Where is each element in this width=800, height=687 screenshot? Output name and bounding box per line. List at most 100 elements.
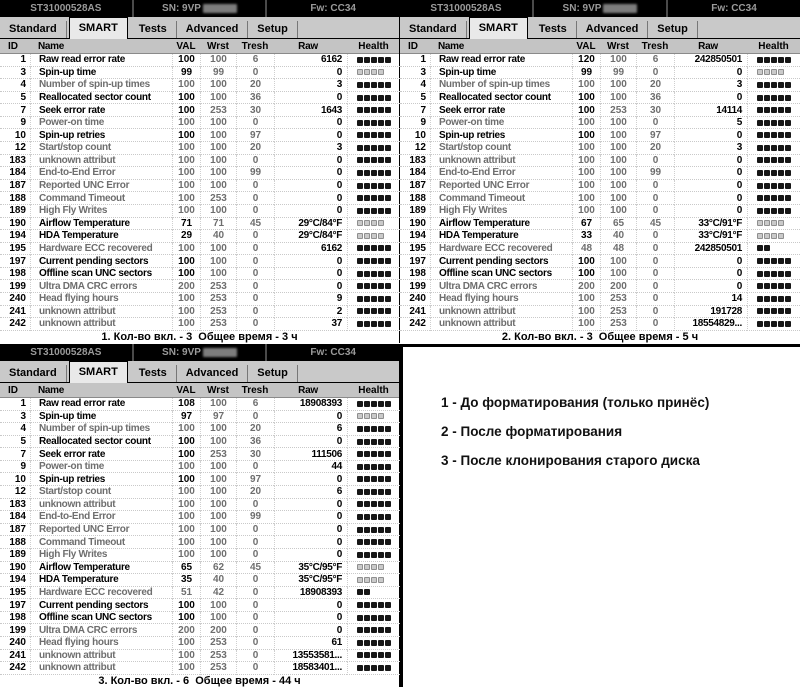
tab-standard[interactable]: Standard [0,21,67,38]
smart-attribute-row[interactable]: 189 High Fly Writes 100 100 0 0 [400,204,800,218]
smart-attribute-row[interactable]: 3 Spin-up time 99 99 0 0 [400,66,800,80]
smart-attribute-row[interactable]: 188 Command Timeout 100 100 0 0 [0,536,400,549]
smart-attribute-row[interactable]: 7 Seek error rate 100 253 30 1643 [0,104,400,117]
smart-attribute-row[interactable]: 183 unknown attribut 100 100 0 0 [0,154,400,168]
smart-attribute-row[interactable]: 5 Reallocated sector count 100 100 36 0 [0,435,400,449]
tab-standard[interactable]: Standard [400,21,467,38]
smart-attribute-row[interactable]: 242 unknown attribut 100 253 0 37 [0,318,400,331]
smart-attribute-row[interactable]: 4 Number of spin-up times 100 100 20 6 [0,423,400,436]
health-dot-icon [385,308,391,315]
smart-attribute-row[interactable]: 195 Hardware ECC recovered 48 48 0 242850501 [400,242,800,256]
health-indicator [347,448,400,461]
smart-attribute-row[interactable]: 12 Start/stop count 100 100 20 6 [0,486,400,499]
smart-attribute-row[interactable]: 9 Power-on time 100 100 0 44 [0,460,400,474]
smart-attribute-row[interactable]: 7 Seek error rate 100 253 30 14114 [400,104,800,117]
smart-attribute-row[interactable]: 183 unknown attribut 100 100 0 0 [400,154,800,168]
smart-attribute-row[interactable]: 1 Raw read error rate 120 100 6 242850501 [400,54,800,67]
smart-attribute-row[interactable]: 3 Spin-up time 97 97 0 0 [0,410,400,424]
smart-attribute-row[interactable]: 199 Ultra DMA CRC errors 200 200 0 0 [400,280,800,293]
tab-setup[interactable]: Setup [248,365,298,382]
smart-attribute-row[interactable]: 1 Raw read error rate 100 100 6 6162 [0,54,400,67]
smart-attribute-row[interactable]: 9 Power-on time 100 100 0 5 [400,116,800,130]
smart-attribute-row[interactable]: 241 unknown attribut 100 253 0 2 [0,305,400,319]
smart-attribute-row[interactable]: 198 Offline scan UNC sectors 100 100 0 0 [400,267,800,281]
smart-attribute-row[interactable]: 190 Airflow Temperature 71 71 45 29°C/84°F [0,217,400,231]
smart-attribute-row[interactable]: 199 Ultra DMA CRC errors 200 253 0 0 [0,280,400,293]
tab-standard[interactable]: Standard [0,365,67,382]
smart-attribute-row[interactable]: 187 Reported UNC Error 100 100 0 0 [400,179,800,193]
smart-attribute-row[interactable]: 198 Offline scan UNC sectors 100 100 0 0 [0,267,400,281]
smart-attribute-row[interactable]: 5 Reallocated sector count 100 100 36 0 [400,91,800,105]
tab-setup[interactable]: Setup [248,21,298,38]
smart-attribute-row[interactable]: 9 Power-on time 100 100 0 0 [0,116,400,130]
health-dot-icon [371,258,377,265]
smart-attribute-row[interactable]: 194 HDA Temperature 33 40 0 33°C/91°F [400,230,800,243]
tab-tests[interactable]: Tests [530,21,577,38]
tab-smart[interactable]: SMART [468,17,528,39]
smart-attribute-row[interactable]: 1 Raw read error rate 108 100 6 18908393 [0,398,400,411]
smart-attribute-row[interactable]: 184 End-to-End Error 100 100 99 0 [0,167,400,180]
smart-attribute-row[interactable]: 187 Reported UNC Error 100 100 0 0 [0,179,400,193]
smart-attribute-row[interactable]: 4 Number of spin-up times 100 100 20 3 [0,79,400,92]
health-dot-icon [385,627,391,634]
smart-attribute-row[interactable]: 242 unknown attribut 100 253 0 18554829... [400,318,800,331]
attr-threshold: 36 [636,91,674,105]
smart-attribute-row[interactable]: 195 Hardware ECC recovered 51 42 0 18908393 [0,586,400,600]
smart-attribute-row[interactable]: 189 High Fly Writes 100 100 0 0 [0,548,400,562]
attr-raw: 14 [674,292,747,306]
smart-attribute-row[interactable]: 12 Start/stop count 100 100 20 3 [0,142,400,155]
health-dot-icon [357,169,363,176]
attr-worst: 40 [200,574,236,587]
smart-attribute-row[interactable]: 241 unknown attribut 100 253 0 13553581... [0,649,400,663]
smart-attribute-row[interactable]: 10 Spin-up retries 100 100 97 0 [400,129,800,143]
smart-attribute-row[interactable]: 183 unknown attribut 100 100 0 0 [0,498,400,512]
smart-attribute-row[interactable]: 240 Head flying hours 100 253 0 9 [0,292,400,306]
health-dots [357,614,391,621]
smart-attribute-row[interactable]: 195 Hardware ECC recovered 100 100 0 6162 [0,242,400,256]
tab-setup[interactable]: Setup [648,21,698,38]
smart-attribute-row[interactable]: 197 Current pending sectors 100 100 0 0 [0,255,400,268]
smart-attribute-row[interactable]: 190 Airflow Temperature 67 65 45 33°C/91°F [400,217,800,231]
smart-attribute-row[interactable]: 12 Start/stop count 100 100 20 3 [400,142,800,155]
attr-worst: 100 [200,54,236,67]
smart-attribute-row[interactable]: 184 End-to-End Error 100 100 99 0 [0,511,400,524]
smart-attribute-row[interactable]: 189 High Fly Writes 100 100 0 0 [0,204,400,218]
smart-attribute-row[interactable]: 194 HDA Temperature 35 40 0 35°C/95°F [0,574,400,587]
tab-advanced[interactable]: Advanced [177,365,249,382]
health-dots [357,94,391,101]
attr-id: 240 [400,293,430,306]
smart-attribute-row[interactable]: 240 Head flying hours 100 253 0 61 [0,636,400,650]
smart-attribute-row[interactable]: 188 Command Timeout 100 253 0 0 [0,192,400,205]
smart-attribute-row[interactable]: 4 Number of spin-up times 100 100 20 3 [400,79,800,92]
attr-threshold: 0 [636,179,674,193]
smart-attribute-row[interactable]: 197 Current pending sectors 100 100 0 0 [0,599,400,612]
smart-attribute-row[interactable]: 187 Reported UNC Error 100 100 0 0 [0,523,400,537]
tab-smart[interactable]: SMART [68,361,128,383]
health-dots [357,132,391,139]
tab-advanced[interactable]: Advanced [577,21,649,38]
tab-tests[interactable]: Tests [130,365,177,382]
smart-attribute-row[interactable]: 10 Spin-up retries 100 100 97 0 [0,473,400,487]
smart-attribute-row[interactable]: 241 unknown attribut 100 253 0 191728 [400,305,800,319]
smart-attribute-row[interactable]: 7 Seek error rate 100 253 30 111506 [0,448,400,461]
smart-attribute-row[interactable]: 194 HDA Temperature 29 40 0 29°C/84°F [0,230,400,243]
tab-advanced[interactable]: Advanced [177,21,249,38]
health-dot-icon [764,157,770,164]
smart-attribute-row[interactable]: 197 Current pending sectors 100 100 0 0 [400,255,800,268]
smart-attribute-row[interactable]: 3 Spin-up time 99 99 0 0 [0,66,400,80]
tab-smart[interactable]: SMART [68,17,128,39]
attr-name: Spin-up time [30,410,172,424]
tab-tests[interactable]: Tests [130,21,177,38]
smart-attribute-row[interactable]: 199 Ultra DMA CRC errors 200 200 0 0 [0,624,400,637]
smart-attribute-row[interactable]: 10 Spin-up retries 100 100 97 0 [0,129,400,143]
smart-attribute-row[interactable]: 242 unknown attribut 100 253 0 18583401... [0,662,400,675]
smart-attribute-row[interactable]: 240 Head flying hours 100 253 0 14 [400,292,800,306]
smart-attribute-row[interactable]: 184 End-to-End Error 100 100 99 0 [400,167,800,180]
attr-raw: 0 [674,179,747,193]
health-dot-icon [357,413,363,420]
smart-attribute-row[interactable]: 198 Offline scan UNC sectors 100 100 0 0 [0,611,400,625]
smart-attribute-row[interactable]: 190 Airflow Temperature 65 62 45 35°C/95°F [0,561,400,575]
attr-name: HDA Temperature [430,230,572,243]
smart-attribute-row[interactable]: 5 Reallocated sector count 100 100 36 0 [0,91,400,105]
smart-attribute-row[interactable]: 188 Command Timeout 100 100 0 0 [400,192,800,205]
